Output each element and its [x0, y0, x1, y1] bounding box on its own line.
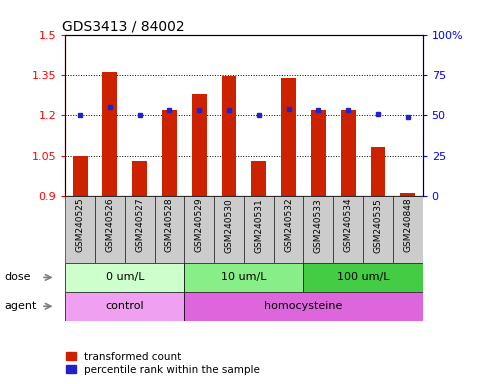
Bar — [393, 196, 423, 263]
Bar — [370, 147, 385, 196]
Bar — [102, 72, 117, 196]
Text: GSM240848: GSM240848 — [403, 198, 412, 253]
Text: homocysteine: homocysteine — [264, 301, 342, 311]
Text: GSM240528: GSM240528 — [165, 198, 174, 253]
Text: control: control — [105, 301, 144, 311]
Bar — [155, 196, 185, 263]
Text: GSM240535: GSM240535 — [373, 198, 383, 253]
Text: agent: agent — [5, 301, 37, 311]
Text: GSM240530: GSM240530 — [225, 198, 233, 253]
Text: GSM240525: GSM240525 — [76, 198, 85, 253]
Legend: transformed count, percentile rank within the sample: transformed count, percentile rank withi… — [66, 352, 260, 375]
Bar — [251, 161, 266, 196]
Bar — [303, 196, 333, 263]
Text: GSM240533: GSM240533 — [314, 198, 323, 253]
Bar — [311, 110, 326, 196]
Text: 0 um/L: 0 um/L — [105, 272, 144, 283]
Bar — [303, 263, 423, 292]
Bar — [192, 94, 207, 196]
Bar — [95, 196, 125, 263]
Bar — [125, 196, 155, 263]
Bar — [132, 161, 147, 196]
Text: GSM240534: GSM240534 — [344, 198, 353, 253]
Text: GSM240529: GSM240529 — [195, 198, 204, 253]
Text: GSM240532: GSM240532 — [284, 198, 293, 253]
Text: GSM240531: GSM240531 — [255, 198, 263, 253]
Text: 100 um/L: 100 um/L — [337, 272, 389, 283]
Bar — [72, 156, 87, 196]
Text: dose: dose — [5, 272, 31, 283]
Bar — [281, 78, 296, 196]
Text: 10 um/L: 10 um/L — [221, 272, 267, 283]
Bar — [65, 263, 185, 292]
Bar — [244, 196, 274, 263]
Bar — [185, 292, 423, 321]
Bar — [162, 110, 177, 196]
Bar — [214, 196, 244, 263]
Text: GDS3413 / 84002: GDS3413 / 84002 — [62, 20, 184, 33]
Text: GSM240526: GSM240526 — [105, 198, 114, 253]
Bar — [222, 76, 237, 196]
Bar — [185, 263, 303, 292]
Bar — [274, 196, 303, 263]
Bar — [65, 292, 185, 321]
Bar — [341, 110, 355, 196]
Bar — [65, 196, 95, 263]
Bar — [363, 196, 393, 263]
Text: GSM240527: GSM240527 — [135, 198, 144, 253]
Bar — [400, 193, 415, 196]
Bar — [333, 196, 363, 263]
Bar — [185, 196, 214, 263]
